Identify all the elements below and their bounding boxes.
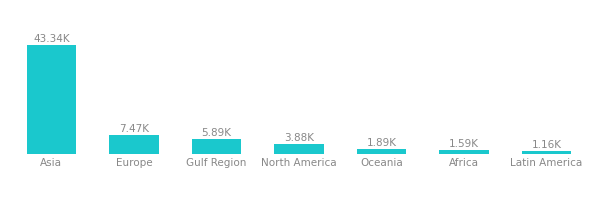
- Bar: [440, 150, 489, 154]
- Bar: [27, 45, 76, 154]
- Text: 1.89K: 1.89K: [367, 138, 396, 148]
- Bar: [192, 139, 241, 154]
- Text: 7.47K: 7.47K: [119, 124, 149, 134]
- Text: 3.88K: 3.88K: [284, 133, 314, 143]
- Text: 1.16K: 1.16K: [532, 140, 562, 150]
- Bar: [109, 135, 158, 154]
- Bar: [522, 151, 571, 154]
- Text: 43.34K: 43.34K: [33, 34, 70, 44]
- Bar: [357, 149, 406, 154]
- Bar: [274, 144, 324, 154]
- Text: 1.59K: 1.59K: [449, 139, 479, 149]
- Text: 5.89K: 5.89K: [202, 128, 231, 138]
